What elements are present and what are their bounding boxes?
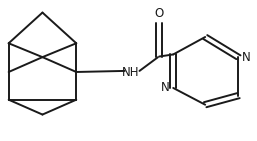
- Text: N: N: [242, 51, 251, 64]
- Text: O: O: [154, 7, 164, 20]
- Text: N: N: [161, 81, 169, 94]
- Text: NH: NH: [122, 66, 140, 79]
